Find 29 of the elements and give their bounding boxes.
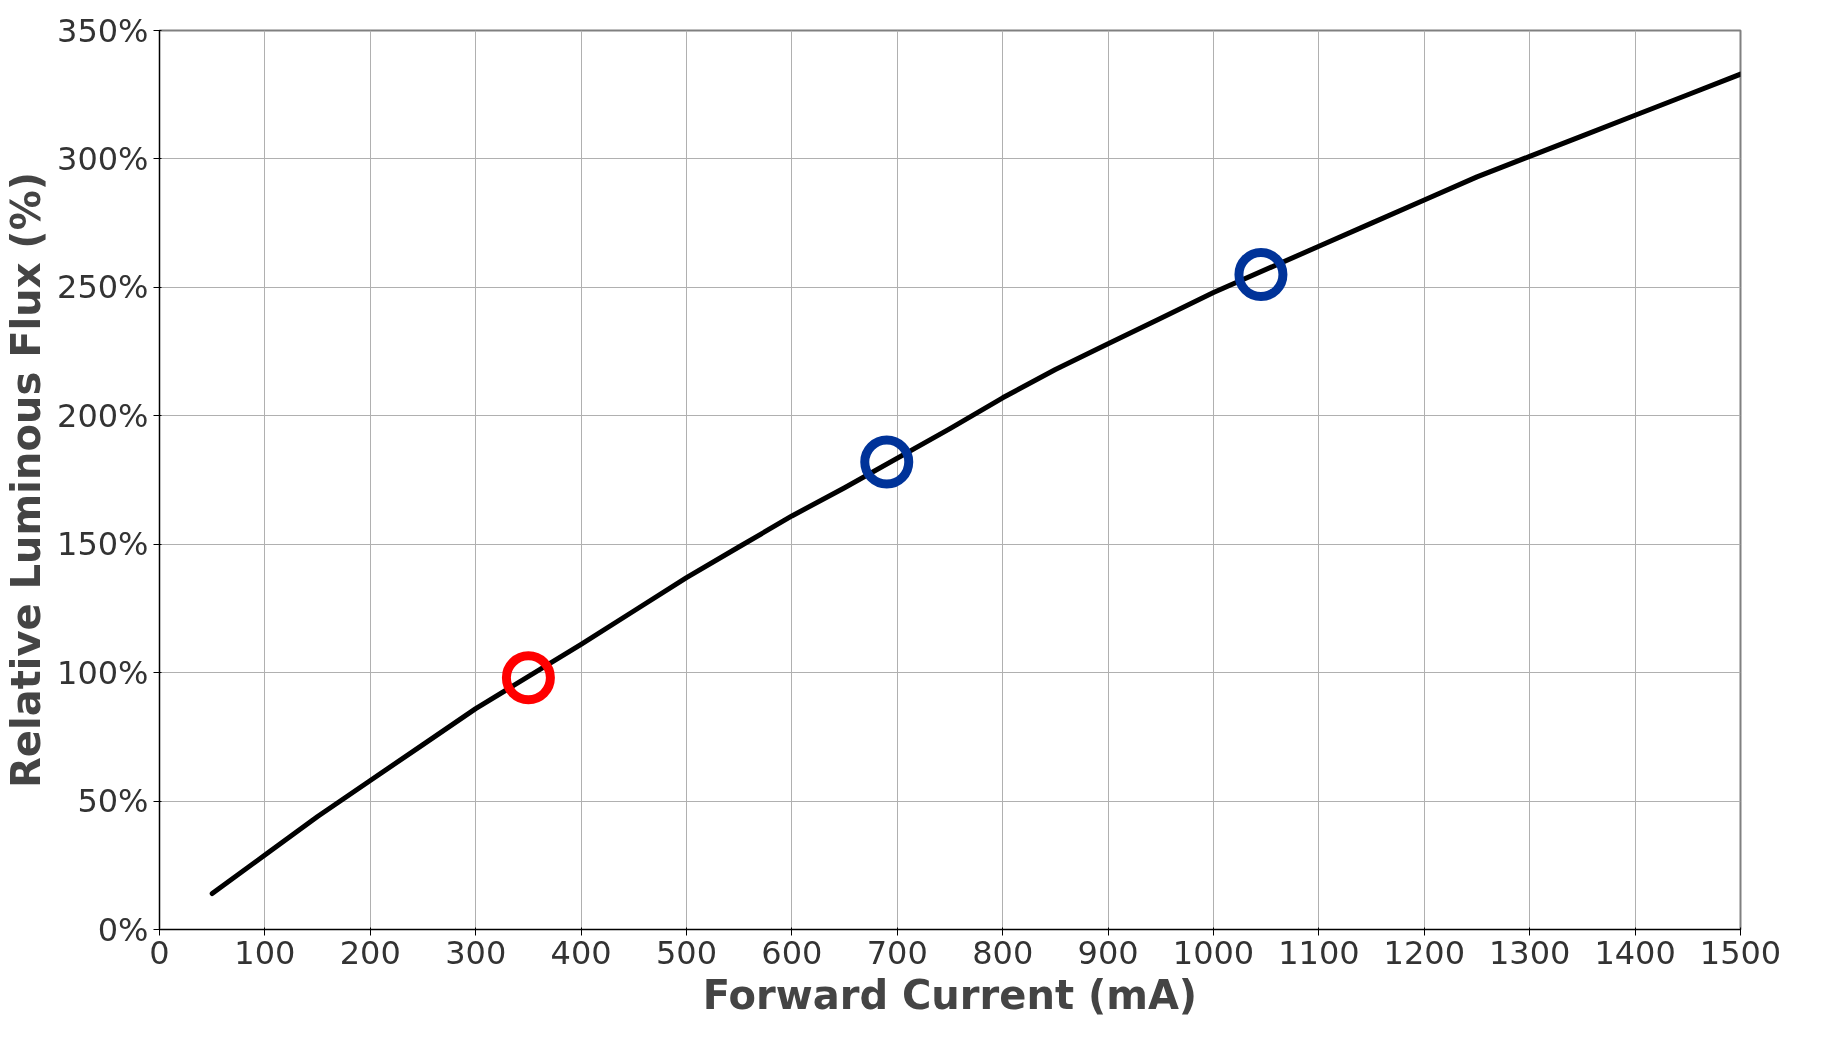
x-tick-label: 1500 <box>1699 933 1782 972</box>
x-tick-label: 100 <box>234 933 296 972</box>
x-tick-label: 700 <box>866 933 928 972</box>
y-tick-label: 300% <box>57 139 149 178</box>
x-tick-label: 900 <box>1077 933 1139 972</box>
y-tick-label: 200% <box>57 396 149 435</box>
x-tick-label: 400 <box>550 933 612 972</box>
x-tick-label: 1100 <box>1278 933 1360 972</box>
y-tick-label: 350% <box>57 11 149 50</box>
x-tick-label: 1200 <box>1383 933 1466 972</box>
x-tick-label: 1000 <box>1172 933 1255 972</box>
x-tick-label: 600 <box>761 933 823 972</box>
x-tick-label: 300 <box>445 933 507 972</box>
y-tick-label: 100% <box>57 653 149 692</box>
y-axis-title: Relative Luminous Flux (%) <box>3 172 50 788</box>
y-tick-label: 0% <box>97 910 149 949</box>
y-tick-label: 250% <box>57 268 149 307</box>
x-tick-label: 200 <box>339 933 401 972</box>
y-tick-label: 50% <box>77 782 149 821</box>
x-tick-label: 0 <box>149 933 170 972</box>
x-axis-title: Forward Current (mA) <box>702 971 1198 1018</box>
x-tick-label: 1400 <box>1594 933 1676 972</box>
y-tick-label: 150% <box>57 525 149 564</box>
x-tick-label: 500 <box>655 933 718 972</box>
point <box>501 651 555 705</box>
x-tick-label: 1300 <box>1488 933 1571 972</box>
point <box>860 435 914 489</box>
x-tick-label: 800 <box>972 933 1034 972</box>
point <box>1234 248 1288 301</box>
